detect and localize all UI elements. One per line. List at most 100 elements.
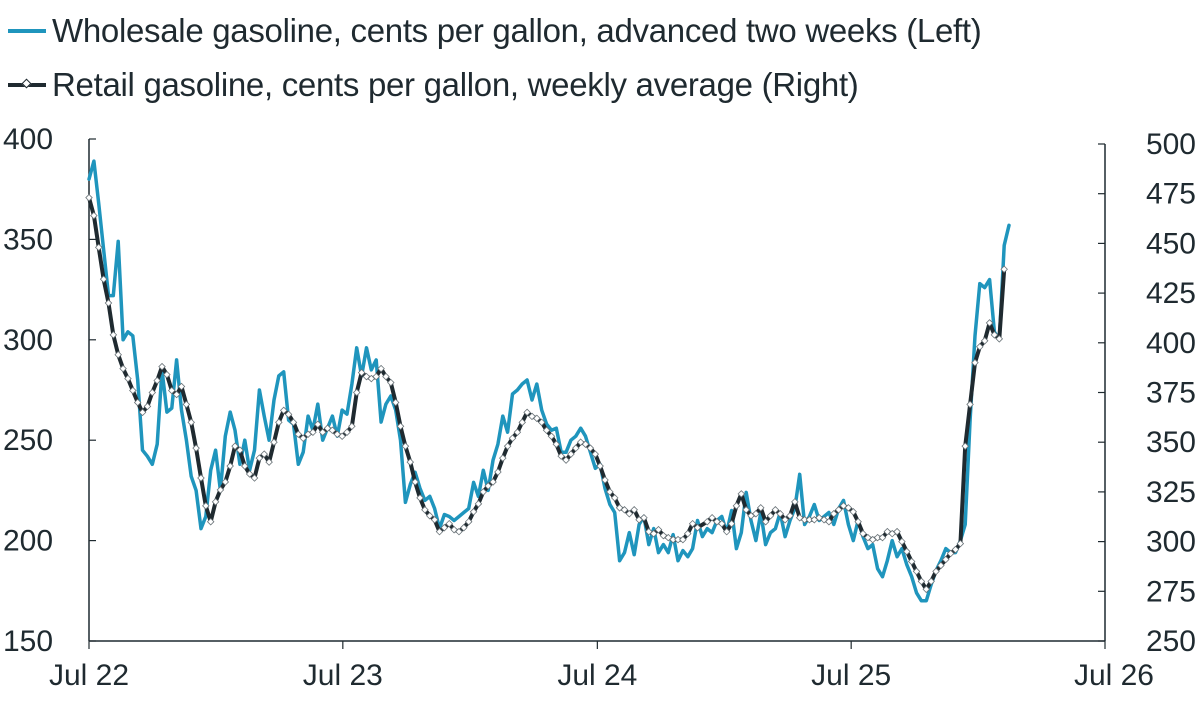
retail-data-point	[236, 446, 244, 454]
retail-data-point	[114, 350, 122, 359]
retail-data-point	[455, 527, 463, 536]
retail-data-point	[679, 535, 687, 544]
retail-data-point	[99, 275, 108, 283]
retail-data-point	[387, 378, 395, 387]
retail-data-point	[357, 368, 366, 377]
retail-data-point	[903, 547, 911, 556]
retail-data-point	[776, 510, 785, 518]
retail-series-line	[87, 195, 1007, 592]
retail-data-point	[893, 527, 901, 536]
retail-data-point	[172, 390, 181, 399]
retail-data-point	[445, 519, 453, 528]
retail-data-point	[601, 476, 609, 484]
retail-data-point	[971, 358, 979, 367]
y-left-tick-label: 400	[3, 123, 53, 156]
retail-data-point	[966, 400, 974, 409]
retail-data-point	[245, 470, 254, 478]
retail-data-point	[946, 549, 955, 558]
retail-data-point	[912, 567, 921, 576]
retail-data-point	[834, 506, 843, 514]
retail-data-point	[197, 474, 205, 482]
retail-data-point	[158, 362, 166, 371]
retail-data-point	[187, 418, 195, 427]
y-right-tick-label: 300	[1146, 526, 1196, 559]
retail-data-point	[129, 386, 137, 395]
retail-data-point	[937, 561, 945, 570]
retail-data-point	[401, 442, 410, 450]
y-right-tick-label: 450	[1146, 227, 1196, 260]
retail-data-point	[581, 440, 590, 448]
retail-data-point	[177, 382, 186, 391]
retail-data-point	[279, 406, 288, 415]
retail-data-point	[849, 508, 858, 516]
retail-data-point	[615, 504, 624, 512]
retail-data-point	[640, 513, 648, 522]
retail-data-point	[873, 533, 882, 542]
retail-data-point	[206, 517, 215, 526]
retail-data-point	[722, 527, 731, 536]
retail-data-point	[255, 454, 264, 462]
retail-data-point	[630, 506, 638, 514]
retail-data-point	[766, 511, 775, 520]
retail-data-point	[314, 420, 322, 429]
retail-data-point	[416, 494, 424, 502]
retail-data-point	[620, 506, 629, 514]
x-tick-label: Jul 24	[557, 659, 637, 692]
axes	[88, 138, 1106, 649]
y-right-tick-label: 250	[1146, 625, 1196, 658]
retail-data-point	[528, 412, 536, 421]
retail-data-point	[109, 331, 118, 339]
retail-data-point	[547, 432, 556, 441]
retail-data-point	[425, 511, 434, 520]
retail-data-point	[805, 515, 814, 524]
retail-data-point	[289, 418, 298, 427]
x-tick-label: Jul 25	[811, 659, 891, 692]
legend-label-retail: Retail gasoline, cents per gallon, weekl…	[52, 66, 859, 103]
retail-data-point	[951, 545, 960, 554]
retail-data-point	[241, 462, 249, 470]
retail-data-point	[727, 519, 736, 528]
retail-data-point	[226, 462, 234, 470]
y-left-tick-label: 150	[3, 625, 53, 658]
retail-data-point	[348, 422, 356, 431]
retail-data-point	[124, 374, 132, 383]
retail-data-point	[917, 577, 926, 586]
retail-data-point	[192, 444, 200, 452]
y-left-tick-label: 350	[3, 223, 53, 256]
retail-data-point	[932, 567, 940, 576]
retail-data-point	[693, 523, 702, 532]
retail-data-point	[854, 517, 862, 526]
retail-data-point	[591, 450, 600, 458]
retail-data-point	[669, 535, 677, 544]
retail-data-point	[572, 444, 580, 452]
retail-data-point	[815, 513, 823, 522]
y-right-tick-label: 475	[1146, 178, 1196, 211]
series-retail	[85, 193, 1008, 594]
retail-data-point	[781, 515, 789, 524]
retail-data-point	[372, 372, 380, 381]
retail-data-point	[825, 517, 833, 526]
retail-data-point	[990, 331, 999, 339]
legend-item-retail: Retail gasoline, cents per gallon, weekl…	[8, 58, 981, 112]
x-tick-label: Jul 26	[1074, 659, 1154, 692]
retail-data-point	[757, 504, 765, 512]
retail-data-point	[489, 478, 497, 486]
retail-data-point	[771, 506, 780, 514]
retail-data-point	[664, 533, 673, 542]
retail-data-point	[499, 454, 507, 462]
retail-data-point	[649, 529, 658, 538]
retail-data-point	[654, 525, 663, 534]
retail-data-point	[464, 517, 473, 526]
retail-data-point	[265, 458, 273, 466]
retail-data-point	[703, 517, 711, 526]
retail-data-point	[440, 523, 449, 532]
retail-data-point	[250, 474, 259, 482]
retail-data-point	[202, 502, 210, 510]
retail-data-point	[927, 577, 935, 586]
retail-data-point	[562, 456, 570, 464]
retail-data-point	[503, 442, 512, 450]
retail-data-point	[104, 299, 113, 307]
retail-data-point	[90, 211, 98, 220]
retail-data-point	[518, 418, 527, 427]
